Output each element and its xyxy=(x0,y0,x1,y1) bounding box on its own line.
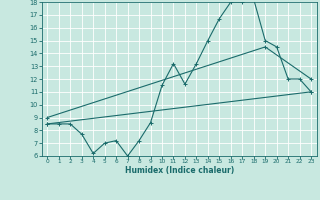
X-axis label: Humidex (Indice chaleur): Humidex (Indice chaleur) xyxy=(124,166,234,175)
